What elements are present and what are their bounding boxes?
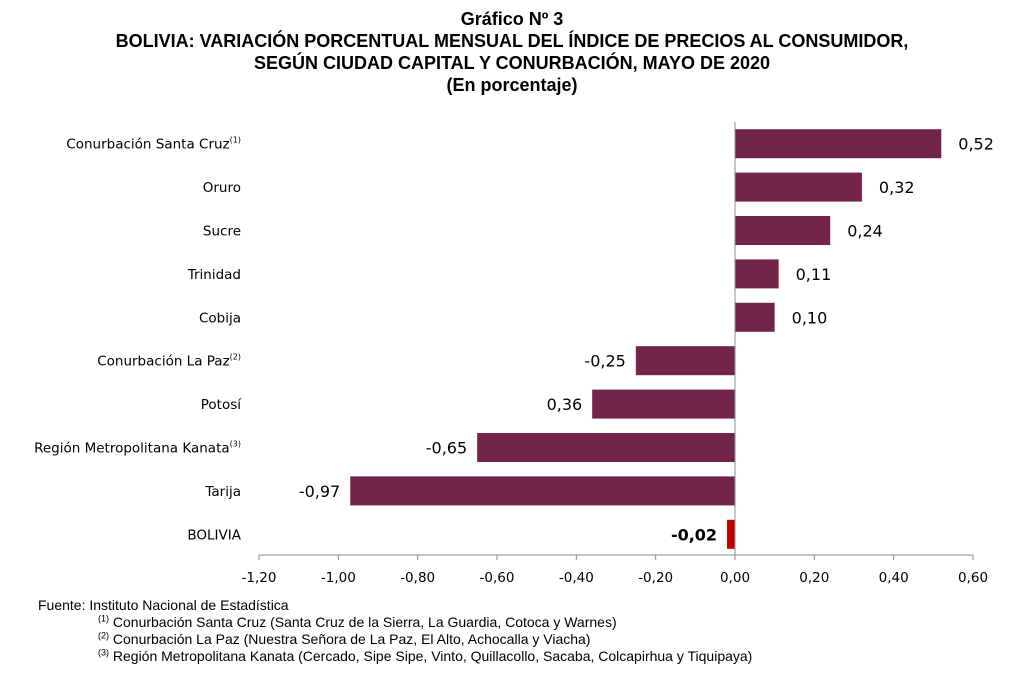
chart-title-line2: SEGÚN CIUDAD CAPITAL Y CONURBACIÓN, MAYO… bbox=[253, 53, 771, 73]
bar-7 bbox=[592, 389, 735, 419]
bar-6 bbox=[635, 346, 735, 376]
footnote-3: (3) Región Metropolitana Kanata (Cercado… bbox=[38, 648, 752, 665]
category-label-5: Cobija bbox=[199, 310, 241, 326]
footnote-3-text: Región Metropolitana Kanata (Cercado, Si… bbox=[112, 648, 753, 664]
category-label-9: Tarija bbox=[204, 484, 241, 500]
bar-4 bbox=[735, 259, 779, 289]
category-label-3: Sucre bbox=[203, 224, 241, 240]
data-label-4: 0,11 bbox=[796, 265, 832, 284]
bar-3 bbox=[735, 216, 831, 245]
category-label-1: Conurbación Santa Cruz(1) bbox=[66, 136, 241, 153]
category-label-7: Potosí bbox=[201, 397, 243, 413]
x-tick-label-5: -0,40 bbox=[559, 570, 594, 586]
data-label-10: -0,02 bbox=[671, 525, 717, 544]
chart-footer: Fuente: Instituto Nacional de Estadístic… bbox=[38, 597, 752, 665]
footnote-3-marker: (3) bbox=[98, 647, 109, 658]
category-footnote-marker: (2) bbox=[230, 353, 241, 362]
chart-number: Gráfico Nº 3 bbox=[460, 9, 564, 29]
bar-chart: Conurbación Santa Cruz(1) 0,52 Oruro 0,32 Su… bbox=[34, 122, 994, 586]
data-label-3: 0,24 bbox=[847, 222, 883, 241]
chart-title: BOLIVIA: VARIACIÓN PORCENTUAL MENSUAL DE… bbox=[115, 31, 909, 51]
x-tick-label-8: 0,20 bbox=[799, 570, 829, 586]
footnote-1-marker: (1) bbox=[98, 613, 109, 624]
category-label-10: BOLIVIA bbox=[187, 527, 241, 543]
category-label-8: Región Metropolitana Kanata(3) bbox=[34, 440, 241, 457]
data-label-2: 0,32 bbox=[879, 178, 915, 197]
chart-title-block: Gráfico Nº 3 BOLIVIA: VARIACIÓN PORCENTU… bbox=[0, 8, 1024, 96]
bar-5 bbox=[735, 302, 775, 332]
footnote-2-text: Conurbación La Paz (Nuestra Señora de La… bbox=[112, 631, 591, 647]
chart-units: (En porcentaje) bbox=[446, 75, 578, 95]
data-label-8: -0,65 bbox=[426, 439, 467, 458]
bar-8 bbox=[477, 433, 735, 462]
data-label-7: 0,36 bbox=[547, 395, 583, 414]
bar-10 bbox=[727, 519, 735, 549]
footnote-2: (2) Conurbación La Paz (Nuestra Señora d… bbox=[38, 631, 752, 648]
footnote-2-marker: (2) bbox=[98, 630, 109, 641]
category-footnote-marker: (1) bbox=[230, 136, 241, 145]
category-label-6: Conurbación La Paz(2) bbox=[97, 353, 241, 370]
bar-2 bbox=[735, 172, 862, 202]
x-tick-label-4: -0,60 bbox=[480, 570, 515, 586]
category-footnote-marker: (3) bbox=[230, 440, 241, 449]
x-tick-label-9: 0,40 bbox=[879, 570, 909, 586]
data-label-5: 0,10 bbox=[792, 308, 828, 327]
data-label-6: -0,25 bbox=[584, 352, 625, 371]
bar-9 bbox=[350, 476, 735, 506]
source-note: Fuente: Instituto Nacional de Estadístic… bbox=[38, 597, 289, 613]
x-tick-label-7: 0,00 bbox=[720, 570, 750, 586]
category-label-4: Trinidad bbox=[187, 267, 241, 283]
footnote-1-text: Conurbación Santa Cruz (Santa Cruz de la… bbox=[112, 614, 617, 630]
x-tick-label-3: -0,80 bbox=[400, 570, 435, 586]
data-label-9: -0,97 bbox=[299, 482, 340, 501]
footnote-1: (1) Conurbación Santa Cruz (Santa Cruz d… bbox=[38, 614, 752, 631]
x-tick-label-10: 0,60 bbox=[958, 570, 988, 586]
bar-1 bbox=[735, 129, 942, 159]
x-tick-label-2: -1,00 bbox=[321, 570, 356, 586]
category-label-2: Oruro bbox=[203, 180, 241, 196]
data-label-1: 0,52 bbox=[958, 135, 994, 154]
x-tick-label-1: -1,20 bbox=[242, 570, 277, 586]
x-tick-label-6: -0,20 bbox=[638, 570, 673, 586]
